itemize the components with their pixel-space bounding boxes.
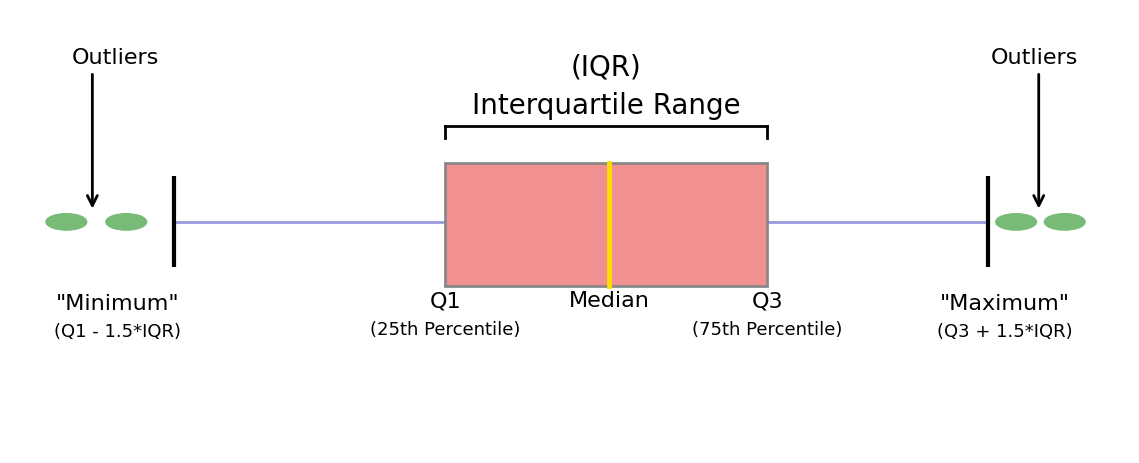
Text: Outliers: Outliers xyxy=(72,48,159,68)
Text: (Q1 - 1.5*IQR): (Q1 - 1.5*IQR) xyxy=(54,322,181,340)
Bar xyxy=(445,163,768,286)
Text: "Minimum": "Minimum" xyxy=(56,293,179,313)
Circle shape xyxy=(1044,214,1085,231)
Text: Outliers: Outliers xyxy=(991,48,1079,68)
Text: (IQR): (IQR) xyxy=(571,54,641,81)
Text: Q3: Q3 xyxy=(752,291,784,311)
Text: Interquartile Range: Interquartile Range xyxy=(472,92,740,120)
Text: Q1: Q1 xyxy=(429,291,461,311)
Text: (Q3 + 1.5*IQR): (Q3 + 1.5*IQR) xyxy=(937,322,1073,340)
Circle shape xyxy=(106,214,147,231)
Circle shape xyxy=(46,214,87,231)
Text: Median: Median xyxy=(568,291,649,311)
Text: (25th Percentile): (25th Percentile) xyxy=(370,320,521,338)
Circle shape xyxy=(995,214,1036,231)
Text: "Maximum": "Maximum" xyxy=(940,293,1070,313)
Text: (75th Percentile): (75th Percentile) xyxy=(693,320,843,338)
